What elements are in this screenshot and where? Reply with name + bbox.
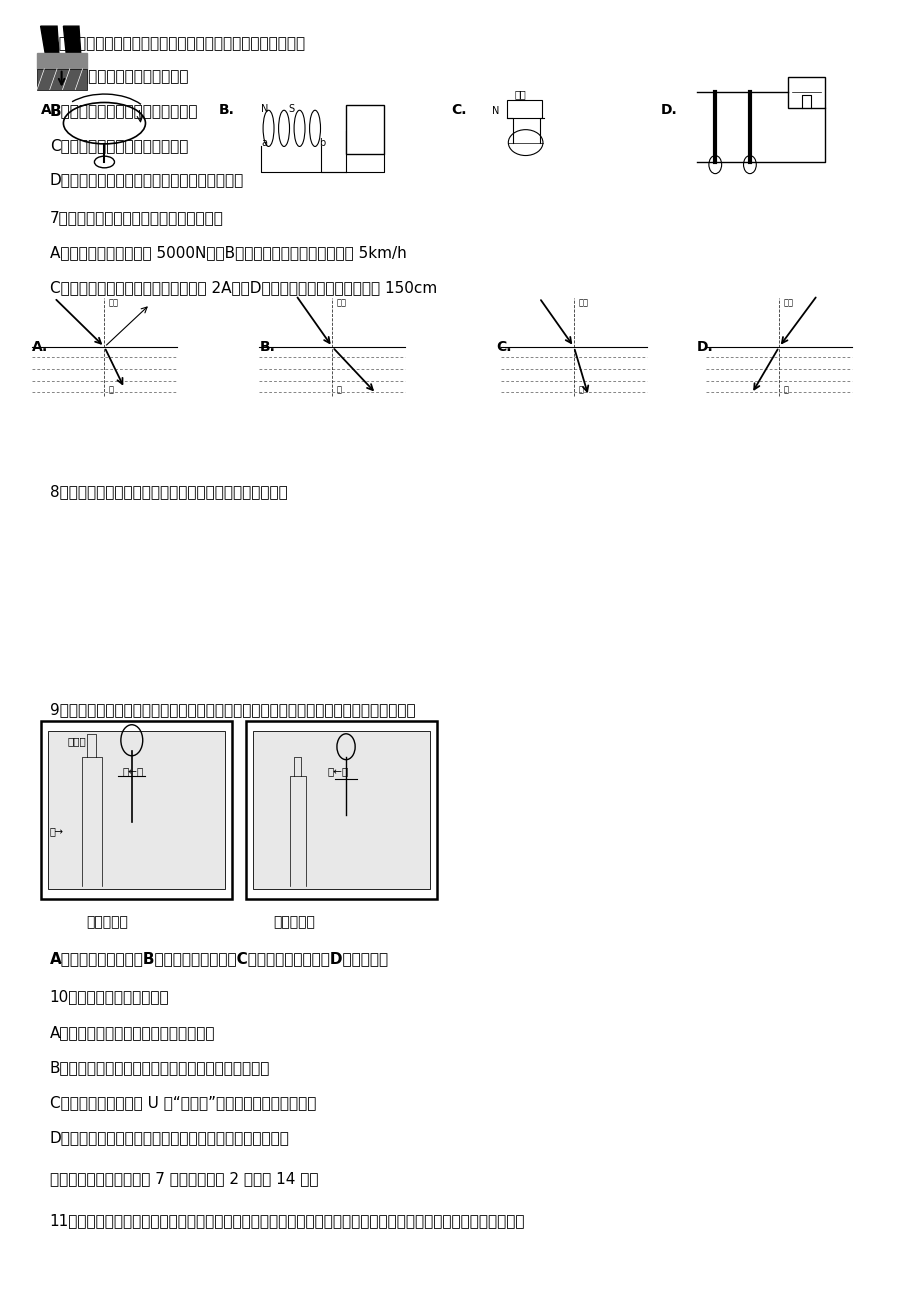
Text: 水: 水 — [108, 385, 114, 395]
Text: B．用锡条锡木板，锡条的温度升高: B．用锡条锡木板，锡条的温度升高 — [50, 103, 198, 117]
Text: N: N — [492, 107, 499, 116]
Text: N: N — [261, 104, 268, 113]
Text: S: S — [289, 104, 294, 113]
Bar — [245, 721, 437, 900]
Bar — [507, 100, 541, 118]
Text: 8．如图，正确表示了从空气进入水中的光路图是（　　）: 8．如图，正确表示了从空气进入水中的光路图是（ ） — [50, 484, 288, 500]
Text: A．一个中学生体重约为 5000N　　B．中学生正常行走的速度约为 5km/h: A．一个中学生体重约为 5000N B．中学生正常行走的速度约为 5km/h — [50, 245, 406, 260]
Text: 空气: 空气 — [783, 298, 793, 307]
Text: B．高压锅运用了液体沸点随气压的升高而降低的原理: B．高压锅运用了液体沸点随气压的升高而降低的原理 — [50, 1060, 270, 1075]
Text: 二、填空题（本大题包括 7 小题，每小题 2 分，共 14 分）: 二、填空题（本大题包括 7 小题，每小题 2 分，共 14 分） — [50, 1172, 318, 1186]
Text: 广州塔: 广州塔 — [68, 737, 86, 746]
Polygon shape — [63, 26, 81, 53]
Text: A．向西加速　　　　B．向东加速　　　　C．向西减速　　　　D．向东减速: A．向西加速 B．向东加速 C．向西减速 D．向东减速 — [50, 952, 389, 966]
Text: 水: 水 — [336, 385, 342, 395]
Text: 西←东: 西←东 — [122, 766, 143, 776]
Text: 水: 水 — [578, 385, 583, 395]
Bar — [40, 721, 232, 900]
Text: A.: A. — [31, 340, 48, 354]
Text: D.: D. — [660, 103, 676, 117]
Text: C.: C. — [496, 340, 511, 354]
Text: A．马德堡半球实验测出了大气压的数値: A．马德堡半球实验测出了大气压的数値 — [50, 1025, 215, 1040]
Text: A.: A. — [40, 103, 57, 117]
Text: 水→: 水→ — [50, 827, 63, 837]
Text: 10．下列说法正确的是（）: 10．下列说法正确的是（） — [50, 990, 169, 1004]
Text: 空气: 空气 — [108, 298, 119, 307]
Text: C．两手相互摩擦，手的温度升高: C．两手相互摩擦，手的温度升高 — [50, 138, 187, 152]
Bar — [253, 732, 429, 889]
Bar — [346, 105, 384, 154]
Text: 水: 水 — [783, 385, 788, 395]
Bar — [37, 53, 87, 69]
Bar — [48, 732, 224, 889]
Text: 甲（先拍）: 甲（先拍） — [86, 915, 128, 930]
Text: G: G — [359, 126, 368, 135]
Text: 西←东: 西←东 — [327, 766, 348, 776]
Text: 7．下列有关物理量的估计，符合实际的是: 7．下列有关物理量的估计，符合实际的是 — [50, 210, 223, 225]
Text: 空气: 空气 — [578, 298, 588, 307]
Bar — [37, 69, 87, 90]
Text: a: a — [261, 138, 267, 148]
Text: A．用热水袋暖手，手的温度升高: A．用热水袋暖手，手的温度升高 — [50, 68, 189, 83]
Text: 9．向前直线行驶的车内，小明给小芳连拍两张照片如图所示．拍照过程中车可能（　　）: 9．向前直线行驶的车内，小明给小芳连拍两张照片如图所示．拍照过程中车可能（ ） — [50, 702, 414, 716]
Text: 电源: 电源 — [514, 90, 526, 99]
Text: C.: C. — [450, 103, 466, 117]
Text: D．拦河大坤上窄下宽是由于液体压强随深度的增加而减小: D．拦河大坤上窄下宽是由于液体压强随深度的增加而减小 — [50, 1130, 289, 1144]
Text: b: b — [318, 138, 324, 148]
Circle shape — [743, 155, 755, 173]
Text: C．洗手盆的排水管用 U 形“反水弯”防臭是利用了连通器原理: C．洗手盆的排水管用 U 形“反水弯”防臭是利用了连通器原理 — [50, 1095, 316, 1111]
Text: 6．下列实例中，用热传递的方式来改变物体内能的是（　　）: 6．下列实例中，用热传递的方式来改变物体内能的是（ ） — [50, 35, 305, 51]
Text: D.: D. — [697, 340, 713, 354]
Circle shape — [709, 155, 720, 173]
Text: B.: B. — [259, 340, 275, 354]
Text: D．用手反复弯折铁丝，弯折处铁丝的温度升高: D．用手反复弯折铁丝，弯折处铁丝的温度升高 — [50, 173, 244, 187]
Text: 乙（后拍）: 乙（后拍） — [273, 915, 314, 930]
Text: B.: B. — [218, 103, 234, 117]
Bar — [788, 77, 823, 108]
Text: 空气: 空气 — [336, 298, 346, 307]
Text: C．教空里一盏日光灯的工作电流约为 2A　　D．教室里一张课桌的高度约为 150cm: C．教空里一盏日光灯的工作电流约为 2A D．教室里一张课桌的高度约为 150c… — [50, 280, 437, 296]
Polygon shape — [40, 26, 59, 53]
Text: 11．如图所示为一种浴室防滑蹏坤，其正面为仿草坤式设计，这是通过增大接触面的粗糙程度的方法增大脚与坤之间: 11．如图所示为一种浴室防滑蹏坤，其正面为仿草坤式设计，这是通过增大接触面的粗糙… — [50, 1212, 525, 1228]
